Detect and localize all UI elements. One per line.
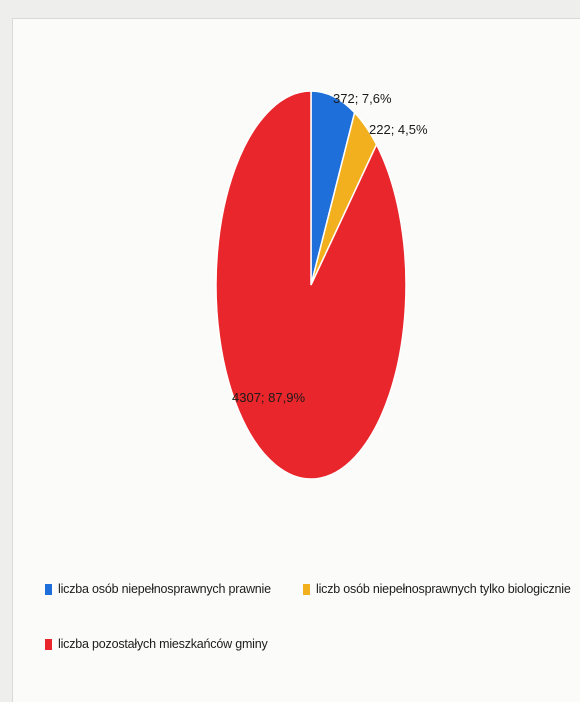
legend-label: liczba osób niepełnosprawnych prawnie — [58, 582, 271, 596]
pie-data-labels: 372; 7,6% 222; 4,5% 4307; 87,9% — [232, 91, 428, 405]
data-label-legal-disability: 372; 7,6% — [333, 91, 392, 106]
pie-slices — [215, 90, 407, 480]
legend-label: liczba pozostałych mieszkańców gminy — [58, 637, 268, 651]
data-label-biological-disability: 222; 4,5% — [369, 122, 428, 137]
legend-label: liczb osób niepełnosprawnych tylko biolo… — [316, 582, 571, 596]
legend-item-legal-disability: liczba osób niepełnosprawnych prawnie — [45, 582, 271, 596]
pie-slice-other-residents — [215, 90, 407, 480]
legend-item-other-residents: liczba pozostałych mieszkańców gminy — [45, 637, 268, 651]
legend-swatch — [45, 583, 52, 595]
legend-swatch — [303, 583, 310, 595]
legend-item-biological-disability: liczb osób niepełnosprawnych tylko biolo… — [303, 582, 571, 596]
legend-swatch — [45, 638, 52, 650]
data-label-other-residents: 4307; 87,9% — [232, 390, 305, 405]
